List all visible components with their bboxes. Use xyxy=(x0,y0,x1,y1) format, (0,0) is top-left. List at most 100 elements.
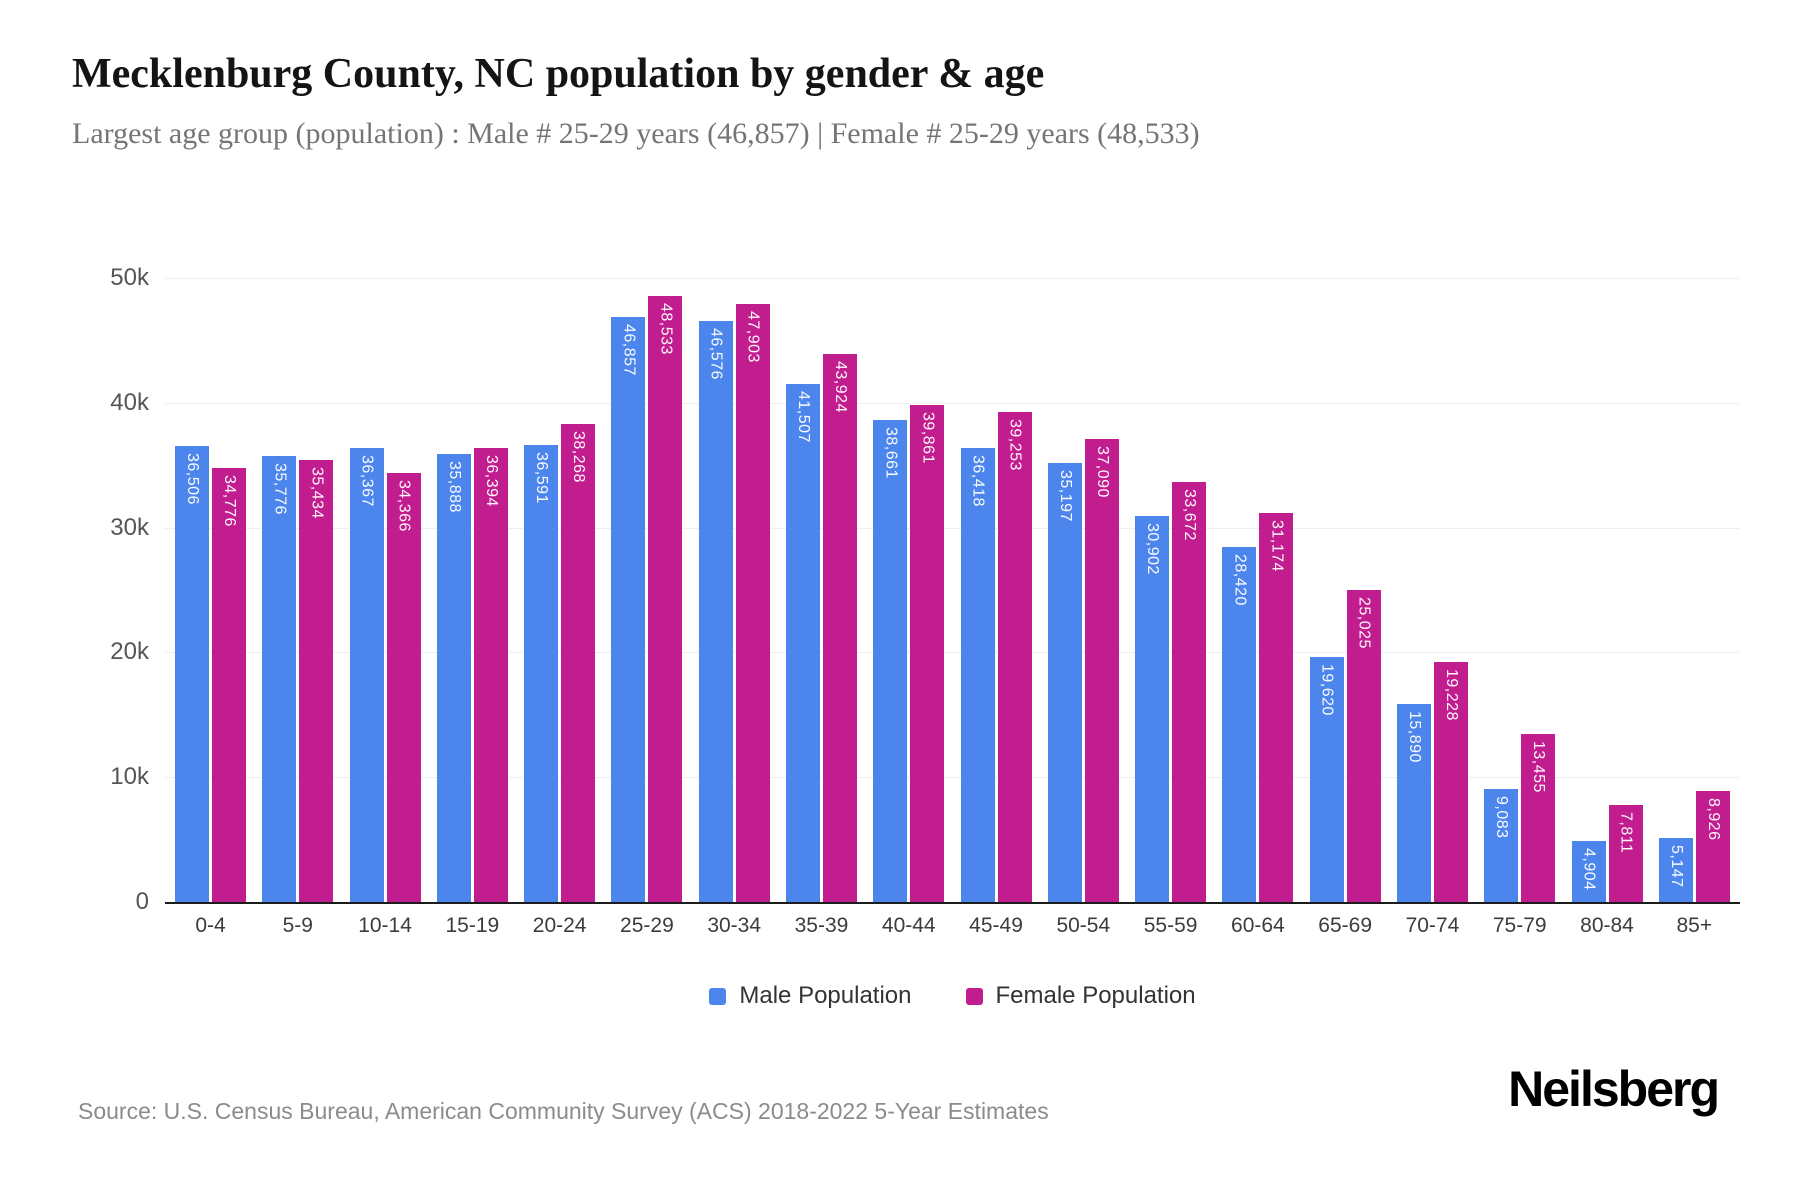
bar-value-label: 35,197 xyxy=(1056,469,1074,522)
page-title: Mecklenburg County, NC population by gen… xyxy=(72,51,1045,97)
bar-group-15-19: 35,888 36,394 15-19 xyxy=(436,278,508,937)
bar-pair: 35,776 35,434 xyxy=(262,278,334,902)
gridline xyxy=(165,402,1740,404)
bar-value-label: 35,434 xyxy=(308,466,326,519)
bar-pair: 30,902 33,672 xyxy=(1135,278,1207,902)
page-subtitle: Largest age group (population) : Male # … xyxy=(72,117,1200,150)
x-axis-label: 80-84 xyxy=(1580,914,1634,937)
gridline xyxy=(165,278,1740,279)
bar-pair: 36,591 38,268 xyxy=(524,278,596,902)
plot-area: 36,506 34,776 0-4 35,776 35,434 5-9 36,367 34,3… xyxy=(165,278,1740,937)
bar-value-label: 48,533 xyxy=(657,303,675,356)
bar-value-label: 19,620 xyxy=(1318,664,1336,717)
gridline xyxy=(165,527,1740,529)
male-bar-5-9: 35,776 xyxy=(262,455,297,902)
bar-value-label: 46,857 xyxy=(620,324,638,377)
male-bar-15-19: 35,888 xyxy=(436,454,471,902)
bar-value-label: 46,576 xyxy=(707,327,725,380)
male-bar-60-64: 28,420 xyxy=(1222,547,1257,902)
bar-pair: 9,083 13,455 xyxy=(1484,278,1556,902)
x-axis-label: 75-79 xyxy=(1492,914,1547,937)
female-bar-40-44: 39,861 xyxy=(910,404,945,902)
bar-pair: 19,620 25,025 xyxy=(1309,278,1381,902)
female-bar-5-9: 35,434 xyxy=(299,459,334,902)
x-axis-label: 65-69 xyxy=(1318,914,1373,937)
bar-value-label: 47,903 xyxy=(744,311,762,364)
bar-value-label: 7,811 xyxy=(1617,811,1635,853)
bar-value-label: 5,147 xyxy=(1667,844,1685,888)
bar-pair: 41,507 43,924 xyxy=(785,278,857,902)
legend: Male Population Female Population xyxy=(165,982,1740,1010)
bar-value-label: 39,861 xyxy=(919,411,937,464)
bar-value-label: 15,890 xyxy=(1405,710,1423,763)
x-axis-label: 5-9 xyxy=(282,914,313,937)
male-bar-80-84: 4,904 xyxy=(1571,840,1606,902)
bar-value-label: 34,776 xyxy=(221,475,238,527)
bar-value-label: 8,926 xyxy=(1704,797,1722,841)
bar-value-label: 31,174 xyxy=(1268,519,1286,572)
bar-group-65-69: 19,620 25,025 65-69 xyxy=(1309,278,1381,937)
male-bar-65-69: 19,620 xyxy=(1309,657,1344,902)
bar-value-label: 43,924 xyxy=(831,360,849,413)
male-bar-20-24: 36,591 xyxy=(524,445,559,902)
male-bar-30-34: 46,576 xyxy=(698,320,733,902)
x-axis-label: 50-54 xyxy=(1056,914,1111,937)
male-bar-55-59: 30,902 xyxy=(1135,516,1170,902)
y-axis-tick-label: 10k xyxy=(110,763,149,791)
y-axis-tick-label: 30k xyxy=(110,513,149,541)
female-bar-75-79: 13,455 xyxy=(1521,734,1556,902)
bar-group-20-24: 36,591 38,268 20-24 xyxy=(524,278,596,937)
bar-pair: 36,506 34,776 xyxy=(175,278,246,902)
male-series-swatch-icon xyxy=(709,987,727,1005)
bar-value-label: 28,420 xyxy=(1231,554,1249,607)
female-bar-35-39: 43,924 xyxy=(822,353,857,902)
bar-value-label: 38,661 xyxy=(882,426,900,479)
bar-group-5-9: 35,776 35,434 5-9 xyxy=(262,278,334,937)
female-bar-85+: 8,926 xyxy=(1695,790,1730,902)
bar-pair: 38,661 39,861 xyxy=(873,278,945,902)
male-bar-35-39: 41,507 xyxy=(785,384,820,902)
bar-group-85+: 5,147 8,926 85+ xyxy=(1658,278,1730,937)
x-axis-label: 70-74 xyxy=(1405,914,1460,937)
x-axis-label: 60-64 xyxy=(1231,914,1285,937)
male-bar-75-79: 9,083 xyxy=(1484,788,1519,902)
legend-item-female[interactable]: Female Population xyxy=(965,982,1196,1010)
x-axis-label: 85+ xyxy=(1676,914,1713,937)
x-axis-label: 15-19 xyxy=(445,914,500,937)
female-bar-80-84: 7,811 xyxy=(1608,804,1643,902)
bar-value-label: 19,228 xyxy=(1442,669,1460,721)
x-axis-line xyxy=(165,902,1740,904)
gridline xyxy=(165,652,1740,654)
bar-value-label: 36,506 xyxy=(184,453,201,506)
bar-value-label: 36,418 xyxy=(969,454,987,507)
bar-group-0-4: 36,506 34,776 0-4 xyxy=(175,278,246,937)
bar-pair: 5,147 8,926 xyxy=(1658,278,1730,902)
bar-value-label: 13,455 xyxy=(1530,741,1548,794)
bar-group-25-29: 46,857 48,533 25-29 xyxy=(611,278,683,937)
female-bar-70-74: 19,228 xyxy=(1433,662,1468,902)
female-bar-15-19: 36,394 xyxy=(473,447,508,902)
bar-value-label: 35,776 xyxy=(271,462,289,515)
male-bar-0-4: 36,506 xyxy=(175,446,209,902)
population-bar-chart: 0 10k 20k 30k 40k 50k 36,506 34,776 0-4 35,776 35… xyxy=(110,264,1740,937)
y-axis-tick-label: 50k xyxy=(110,264,149,291)
female-bar-45-49: 39,253 xyxy=(997,412,1032,902)
bar-value-label: 30,902 xyxy=(1144,523,1162,576)
bar-group-35-39: 41,507 43,924 35-39 xyxy=(785,278,857,937)
bar-group-60-64: 28,420 31,174 60-64 xyxy=(1222,278,1294,937)
male-bar-70-74: 15,890 xyxy=(1396,703,1431,902)
source-attribution: Source: U.S. Census Bureau, American Com… xyxy=(78,1098,1049,1124)
female-bar-30-34: 47,903 xyxy=(735,304,770,902)
female-bar-20-24: 38,268 xyxy=(561,424,596,902)
female-bar-50-54: 37,090 xyxy=(1084,439,1119,902)
bar-group-40-44: 38,661 39,861 40-44 xyxy=(873,278,945,937)
y-axis-tick-label: 0 xyxy=(135,888,149,915)
bar-value-label: 38,268 xyxy=(570,431,588,484)
female-bar-25-29: 48,533 xyxy=(648,296,683,902)
legend-item-male[interactable]: Male Population xyxy=(709,982,912,1010)
x-axis-label: 45-49 xyxy=(969,914,1023,937)
bar-pair: 36,367 34,366 xyxy=(349,278,421,902)
bar-value-label: 41,507 xyxy=(794,391,812,443)
male-bar-85+: 5,147 xyxy=(1658,837,1693,902)
bar-group-30-34: 46,576 47,903 30-34 xyxy=(698,278,770,937)
